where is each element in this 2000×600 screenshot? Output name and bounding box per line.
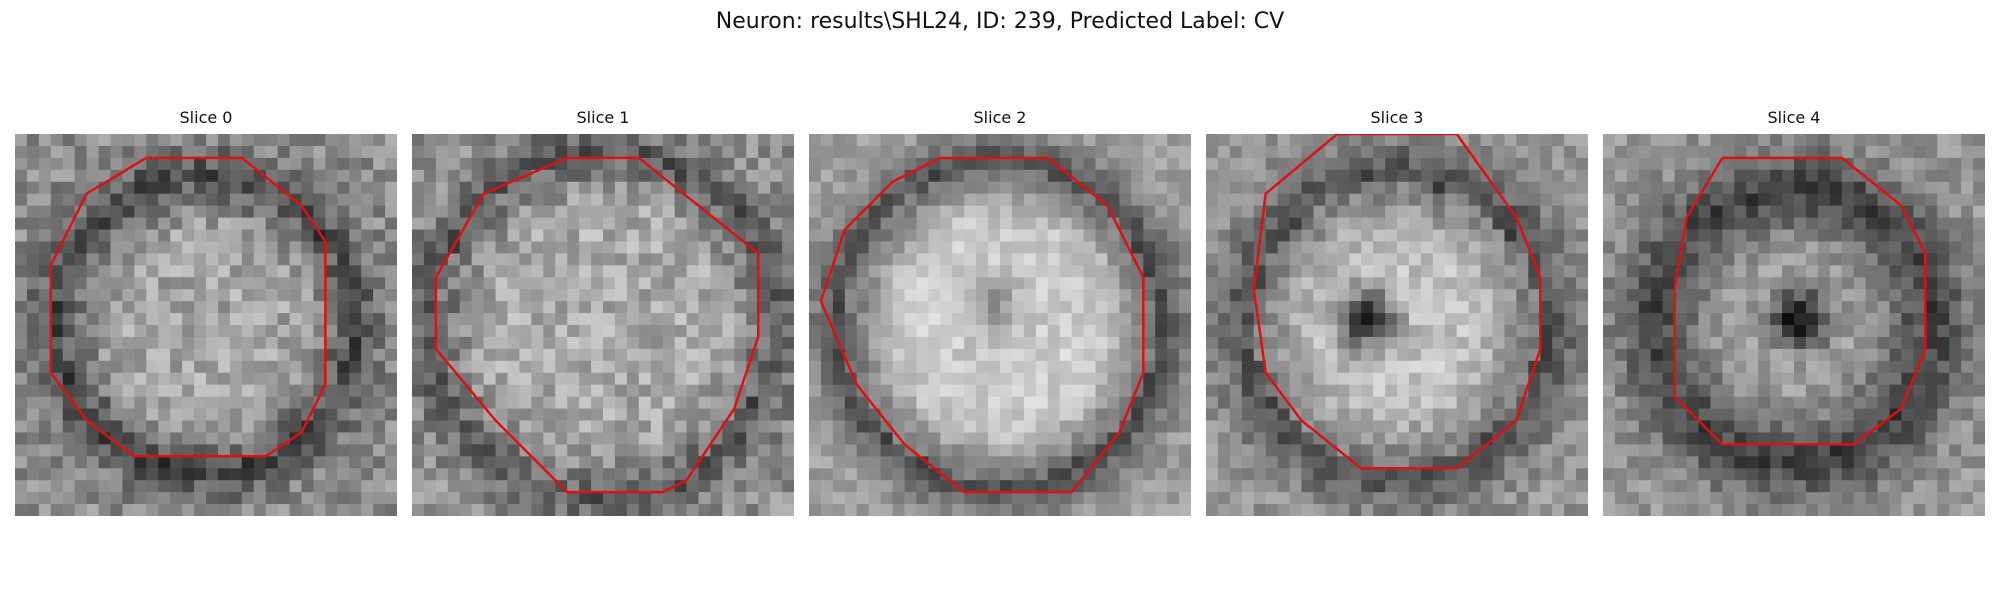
segmentation-contour <box>49 156 327 458</box>
slice-panel-2: Slice 2 <box>809 108 1191 516</box>
slice-title: Slice 3 <box>1370 108 1424 127</box>
segmentation-contour <box>819 156 1145 494</box>
slice-title: Slice 2 <box>973 108 1027 127</box>
slice-title: Slice 4 <box>1767 108 1821 127</box>
slice-image <box>412 134 794 516</box>
slice-panel-0: Slice 0 <box>15 108 397 516</box>
slice-title: Slice 0 <box>179 108 233 127</box>
slice-image <box>1603 134 1985 516</box>
slice-title: Slice 1 <box>576 108 630 127</box>
segmentation-contour <box>434 156 760 494</box>
segmentation-contour <box>1673 156 1927 446</box>
slice-image <box>809 134 1191 516</box>
slice-image <box>15 134 397 516</box>
slice-panel-3: Slice 3 <box>1206 108 1588 516</box>
segmentation-contour <box>1252 134 1542 470</box>
figure-title: Neuron: results\SHL24, ID: 239, Predicte… <box>715 9 1285 34</box>
slice-panel-1: Slice 1 <box>412 108 794 516</box>
slice-panel-4: Slice 4 <box>1603 108 1985 516</box>
slice-image <box>1206 134 1588 516</box>
